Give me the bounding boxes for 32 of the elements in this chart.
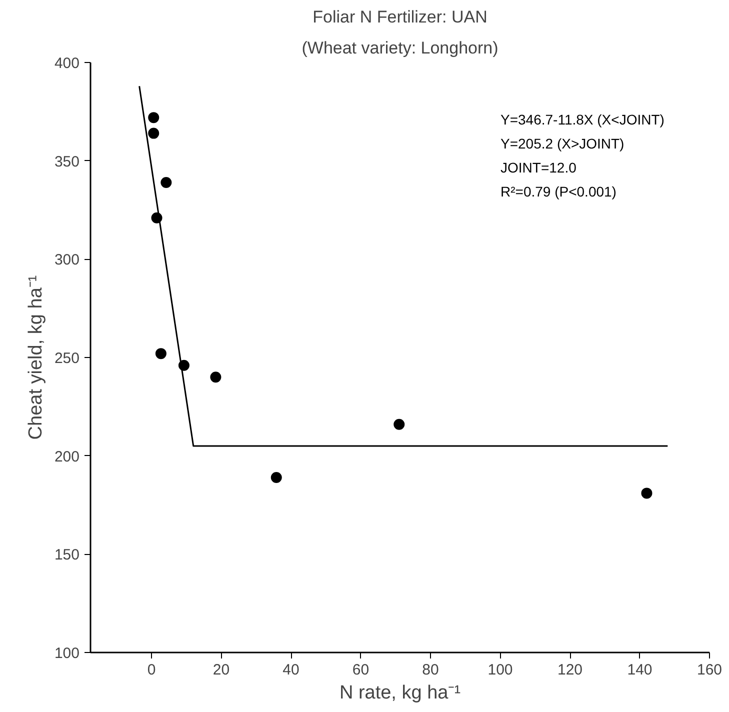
x-tick-label: 100 <box>488 662 513 678</box>
point <box>148 112 160 124</box>
point <box>210 372 222 383</box>
y-tick-label: 350 <box>54 153 80 170</box>
x-tick-label: 20 <box>212 662 230 678</box>
point <box>160 176 172 188</box>
annotation: Y=205.2 (X>JOINT) <box>500 136 624 152</box>
y-tick-label: 400 <box>54 55 80 72</box>
x-tick-label: 60 <box>352 662 370 678</box>
x-axis-title: N rate, kg ha⁻¹ <box>339 682 461 704</box>
x-tick-label: 80 <box>422 662 439 678</box>
annotation: R²=0.79 (P<0.001) <box>500 184 616 200</box>
annotation: JOINT=12.0 <box>500 160 577 176</box>
y-tick-label: 300 <box>54 252 80 269</box>
y-tick-label: 200 <box>54 448 80 466</box>
point <box>641 488 652 499</box>
x-tick-label: 140 <box>627 662 652 678</box>
point <box>270 472 282 483</box>
x-tick-label: 120 <box>557 662 583 678</box>
y-axis-title: Cheat yield, kg ha⁻¹ <box>25 275 46 440</box>
point <box>148 128 160 139</box>
y-tick-label: 100 <box>54 645 80 662</box>
y-tick-label: 150 <box>54 546 80 564</box>
y-tick-label: 250 <box>54 350 80 367</box>
annotation: Y=346.7-11.8X (X<JOINT) <box>500 112 664 128</box>
point <box>394 418 405 430</box>
point <box>155 348 166 360</box>
x-tick-label: 40 <box>282 662 300 678</box>
x-tick-label: 160 <box>696 662 722 678</box>
chart-subtitle: (Wheat variety: Longhorn) <box>302 38 498 58</box>
x-tick-label: 0 <box>147 662 156 678</box>
chart-title: Foliar N Fertilizer: UAN <box>312 8 488 26</box>
